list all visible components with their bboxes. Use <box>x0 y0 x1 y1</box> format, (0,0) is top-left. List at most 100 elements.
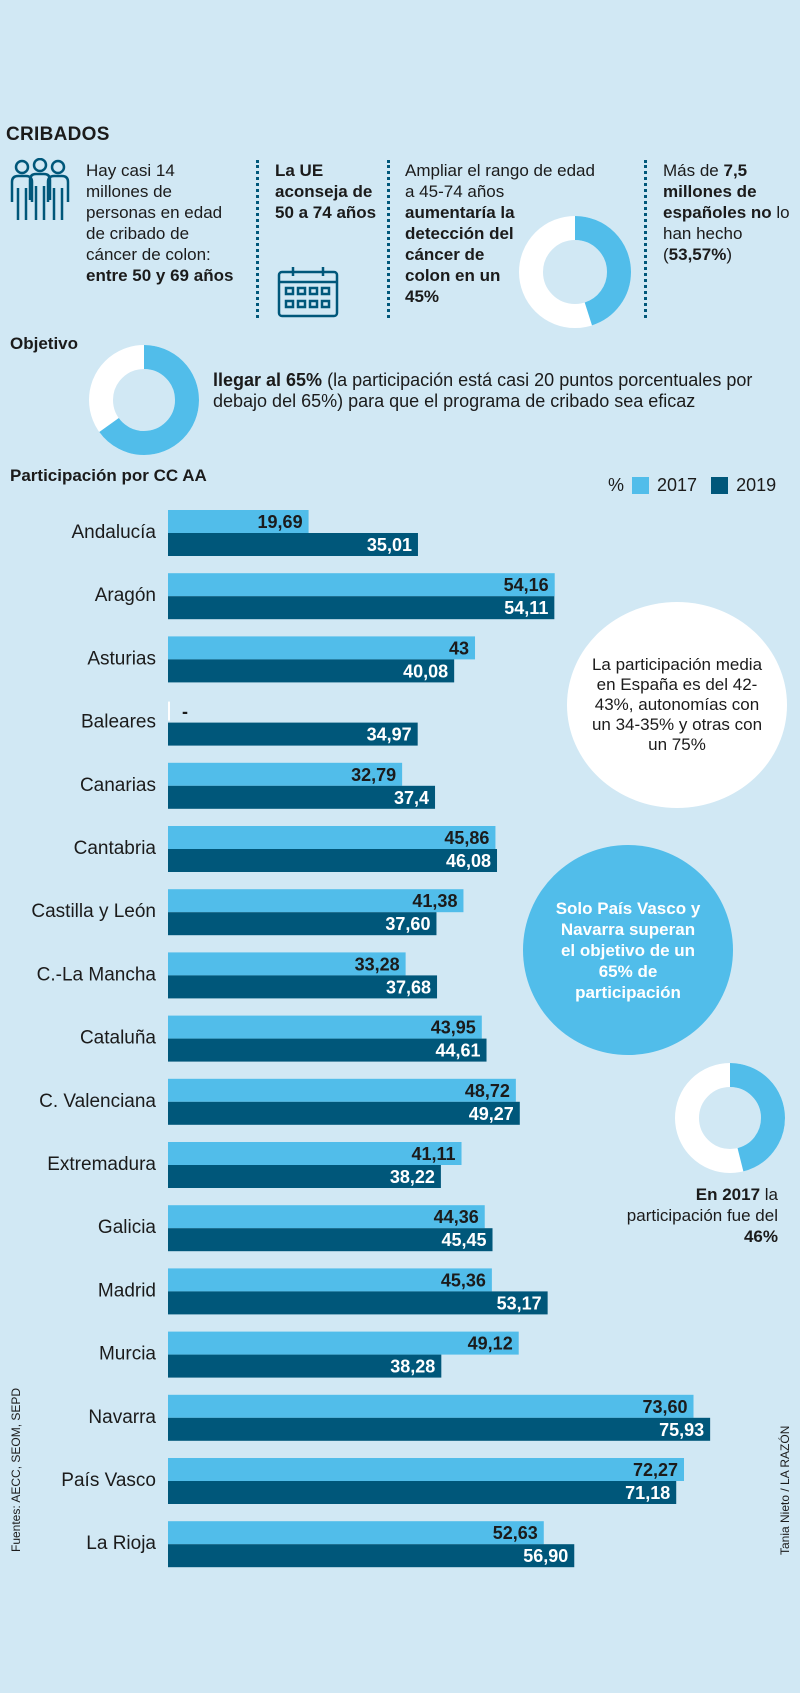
bar-2017 <box>168 1205 485 1229</box>
category-label: La Rioja <box>86 1533 156 1554</box>
bar-value-label: 52,63 <box>493 1523 538 1543</box>
bar-2017 <box>168 1394 694 1418</box>
bar-2017 <box>168 510 309 533</box>
legend-label-2017: 2017 <box>657 475 698 495</box>
category-label: Murcia <box>99 1344 156 1365</box>
category-label: Cantabria <box>74 838 157 859</box>
objective-text: llegar al 65% (la participación está cas… <box>213 370 753 411</box>
bar-2019 <box>168 849 498 872</box>
header-col4: Más de 7,5 millones de españoles no lo h… <box>663 161 790 264</box>
category-label: Extremadura <box>47 1154 156 1175</box>
bar-2019 <box>168 1481 677 1504</box>
page-title: CRIBADOS <box>6 124 110 145</box>
bar-chart: Andalucía 19,69 35,01 Aragón 54,16 54,11 Astur… <box>31 510 711 1568</box>
legend-swatch-2019 <box>711 477 729 494</box>
donut-46-arc <box>675 1063 785 1173</box>
bar-2017 <box>168 826 496 849</box>
category-label: Canarias <box>80 775 156 796</box>
objective-label: Objetivo <box>10 334 79 353</box>
bar-2017 <box>168 762 403 786</box>
bar-2019 <box>168 1165 441 1188</box>
category-label: Aragón <box>95 585 156 606</box>
header-col1: Hay casi 14 millones de personas en edad… <box>86 161 234 285</box>
bar-2017 <box>168 573 555 597</box>
bar-value-label: 73,60 <box>642 1397 687 1417</box>
bar-2017 <box>168 952 406 976</box>
category-label: C.-La Mancha <box>37 964 157 985</box>
bar-2019 <box>168 1354 442 1378</box>
sources-text: Fuentes: AECC, SEOM, SEPD <box>9 1387 23 1552</box>
category-label: Cataluña <box>80 1028 156 1049</box>
legend: % 2017 2019 <box>608 475 776 496</box>
bar-value-label: 49,12 <box>468 1334 513 1354</box>
bar-2019 <box>168 596 555 620</box>
header-col3: Ampliar el rango de edad a 45-74 años au… <box>405 161 595 306</box>
bar-2017 <box>168 1015 482 1039</box>
bar-2019 <box>168 912 437 936</box>
bar-value-label: 37,4 <box>394 788 429 808</box>
bar-2019 <box>168 1228 493 1252</box>
info-bubble-white: La participación media en España es del … <box>567 602 787 808</box>
category-label: Andalucía <box>71 522 156 543</box>
bar-value-label: 75,93 <box>659 1420 704 1440</box>
credit-text: Tania Nieto / LA RAZÓN <box>778 1425 792 1555</box>
info-bubble-blue: Solo País Vasco y Navarra superan el obj… <box>523 845 733 1055</box>
category-label: País Vasco <box>61 1470 156 1491</box>
bar-2017 <box>168 1142 462 1165</box>
bar-value-label: 71,18 <box>625 1483 670 1503</box>
bar-value-label: 45,36 <box>441 1270 486 1290</box>
bar-value-label: 32,79 <box>351 765 396 785</box>
bar-2019 <box>168 975 438 999</box>
category-label: C. Valenciana <box>39 1091 156 1112</box>
bar-value-label: 37,60 <box>385 914 430 934</box>
bar-2019 <box>168 722 418 746</box>
bar-value-label: 53,17 <box>497 1293 542 1313</box>
info-bubble-white-text: La participación media en España es del … <box>591 655 763 754</box>
legend-label-2019: 2019 <box>736 475 777 495</box>
bar-2017 <box>168 1078 516 1102</box>
bar-value-label: 43,95 <box>431 1018 476 1038</box>
bar-2019 <box>168 659 455 683</box>
calendar-icon <box>277 267 339 318</box>
divider <box>256 160 259 318</box>
bar-value-label: 19,69 <box>258 512 303 532</box>
category-label: Galicia <box>98 1217 157 1238</box>
bar-2017-missing <box>168 701 170 721</box>
divider <box>387 160 390 318</box>
bar-2017 <box>168 1521 544 1545</box>
bar-2019 <box>168 785 436 809</box>
category-label: Navarra <box>88 1407 156 1428</box>
bar-2019 <box>168 1544 575 1568</box>
bar-value-label: 45,45 <box>441 1230 486 1250</box>
bar-value-label: - <box>182 702 188 722</box>
legend-unit: % <box>608 475 625 495</box>
bar-value-label: 33,28 <box>355 954 400 974</box>
category-label: Castilla y León <box>31 901 156 922</box>
category-label: Baleares <box>81 712 156 733</box>
bar-value-label: 72,27 <box>633 1460 678 1480</box>
bar-value-label: 35,01 <box>367 535 412 555</box>
bar-value-label: 38,22 <box>390 1167 435 1187</box>
bar-value-label: 56,90 <box>523 1546 568 1566</box>
category-label: Asturias <box>87 648 156 669</box>
donut-45-arc <box>519 216 631 328</box>
bar-value-label: 40,08 <box>403 661 448 681</box>
bar-2019 <box>168 1101 520 1125</box>
divider <box>644 160 647 318</box>
bar-value-label: 46,08 <box>446 851 491 871</box>
header-col2: La UE aconseja de 50 a 74 años <box>275 161 377 222</box>
legend-swatch-2017 <box>632 477 650 494</box>
bar-value-label: 54,16 <box>504 575 549 595</box>
bar-value-label: 43 <box>449 638 469 658</box>
donut-46-caption: En 2017 la participación fue del 46% <box>626 1185 778 1246</box>
bar-value-label: 48,72 <box>465 1081 510 1101</box>
bar-2019 <box>168 1038 487 1062</box>
bar-value-label: 44,61 <box>435 1041 480 1061</box>
donut-45 <box>519 216 631 328</box>
bar-2017 <box>168 889 464 913</box>
bar-2019 <box>168 533 418 556</box>
chart-title: Participación por CC AA <box>10 466 207 485</box>
donut-65-arc <box>89 345 199 455</box>
bar-value-label: 41,11 <box>411 1144 455 1164</box>
bar-2019 <box>168 1291 548 1315</box>
